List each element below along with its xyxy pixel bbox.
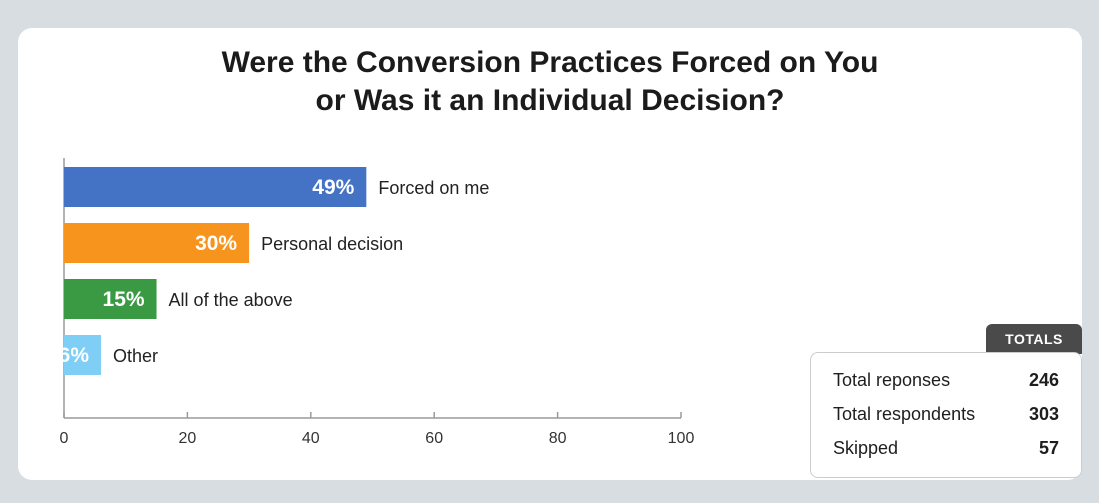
totals-row-value: 57 [1038, 438, 1059, 458]
bar-value-label: 49% [312, 176, 354, 199]
totals-row-total-responses: Total reponses 246 [833, 363, 1059, 397]
x-tick-label: 100 [668, 430, 695, 447]
bar-category-label: Forced on me [378, 178, 489, 198]
bar-category-label: All of the above [169, 290, 293, 310]
totals-tab: TOTALS [986, 324, 1082, 354]
totals-row-value: 303 [1028, 404, 1059, 424]
totals-row-label: Skipped [833, 438, 899, 458]
chart-title-line-1: Were the Conversion Practices Forced on … [221, 46, 879, 79]
totals-row-label: Total reponses [833, 370, 951, 390]
x-tick-label: 20 [179, 430, 197, 447]
bar [64, 335, 102, 375]
bar [64, 279, 157, 319]
chart-title-line-2: or Was it an Individual Decision? [315, 84, 785, 117]
bar-category-label: Personal decision [261, 234, 403, 254]
totals-row-skipped: Skipped 57 [833, 431, 1059, 465]
totals-row-total-respondents: Total respondents 303 [833, 397, 1059, 431]
bar [64, 167, 367, 207]
x-tick-label: 0 [60, 430, 69, 447]
bar-chart: 0 20 40 60 80 100 49% Forced on me 30% Personal d… [59, 158, 695, 447]
x-tick-label: 80 [549, 430, 567, 447]
x-tick-label: 40 [302, 430, 320, 447]
totals-box: Total reponses 246 Total respondents 303… [810, 352, 1082, 478]
bar-value-label: 30% [195, 232, 237, 255]
bar [64, 223, 250, 263]
bar-value-label: 6% [59, 344, 90, 367]
x-tick-label: 60 [425, 430, 443, 447]
bar-value-label: 15% [103, 288, 145, 311]
totals-row-label: Total respondents [833, 404, 976, 424]
chart-card: Were the Conversion Practices Forced on … [18, 28, 1082, 480]
chart-title: Were the Conversion Practices Forced on … [18, 44, 1082, 120]
totals-row-value: 246 [1028, 370, 1059, 390]
bar-category-label: Other [113, 346, 158, 366]
